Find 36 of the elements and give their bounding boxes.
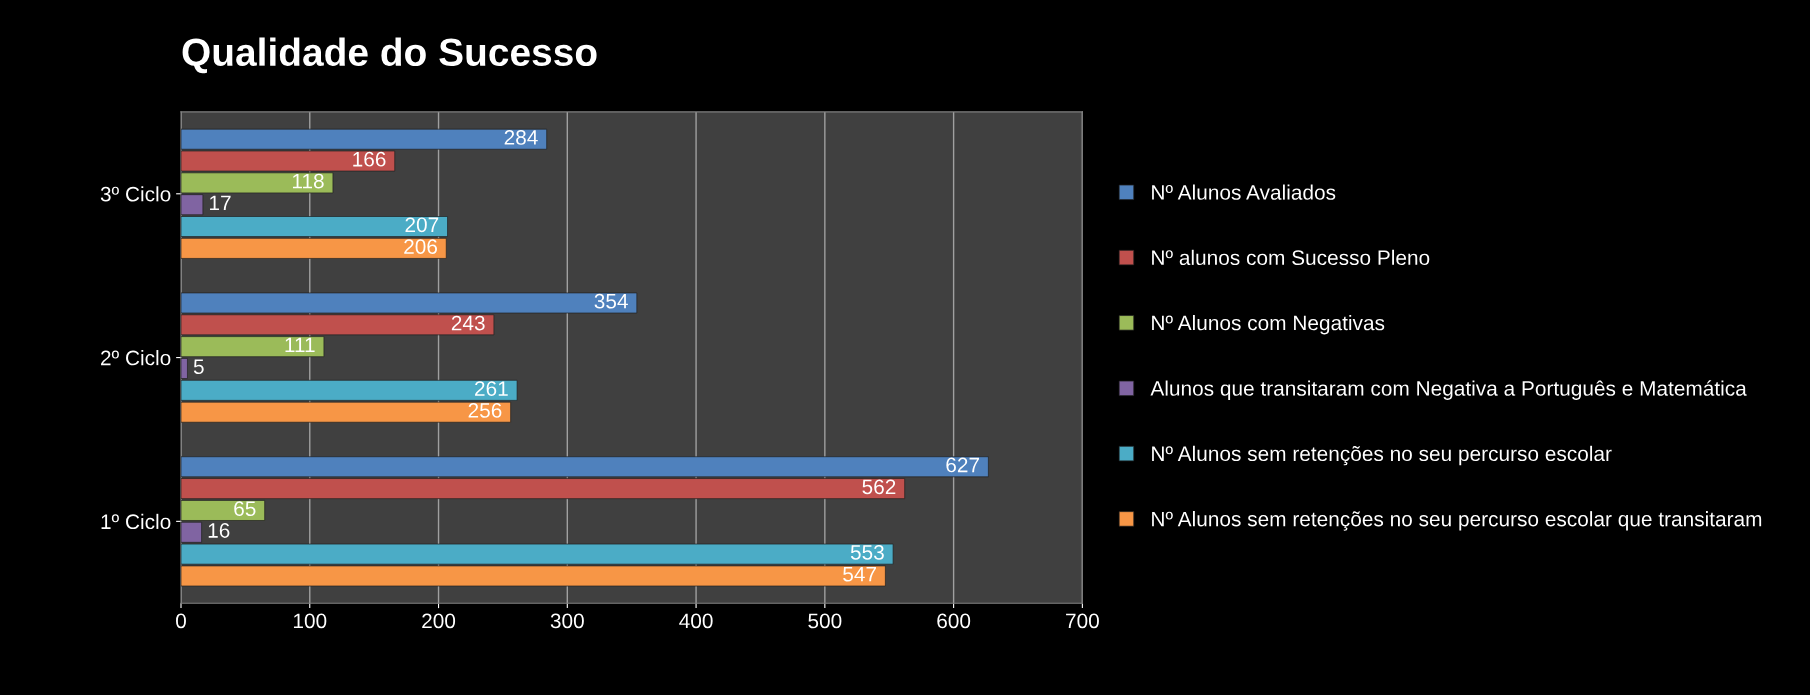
x-tick-label: 100	[293, 613, 327, 629]
data-label: 354	[594, 293, 628, 309]
x-tick-label: 200	[422, 613, 456, 629]
legend-label: Nº alunos com Sucesso Pleno	[1152, 249, 1430, 266]
data-label: 547	[843, 567, 876, 582]
data-label: 562	[862, 479, 896, 495]
chart-title: Qualidade do Sucesso	[182, 37, 597, 74]
data-label: 17	[210, 195, 231, 211]
data-label: 16	[208, 523, 230, 538]
data-label: 207	[405, 217, 439, 233]
legend-label: Nº Alunos com Negativas	[1152, 315, 1385, 335]
data-label: 111	[285, 337, 315, 353]
legend-label: Nº Alunos sem retenções no seu percurso escolar que transitaram	[1152, 511, 1762, 531]
x-tick-label: 400	[679, 613, 713, 629]
x-tick-label: 300	[550, 613, 584, 629]
y-tick-label: 3º Ciclo	[100, 186, 171, 202]
legend-label: Alunos que transitaram com Negativa a Português e Matemática	[1150, 380, 1747, 400]
legend-label: Nº Alunos Avaliados	[1152, 184, 1336, 200]
x-tick-label: 500	[808, 613, 842, 629]
data-label: 206	[404, 239, 438, 254]
data-label: 65	[234, 501, 256, 517]
data-label: 5	[193, 359, 204, 375]
data-label: 243	[451, 315, 485, 331]
data-label: 118	[292, 173, 324, 189]
x-tick-label: 600	[937, 613, 971, 629]
data-label: 261	[475, 381, 508, 396]
y-tick-label: 1º Ciclo	[101, 513, 171, 530]
data-label: 256	[468, 403, 502, 418]
legend-label: Nº Alunos sem retenções no seu percurso escolar	[1152, 445, 1612, 466]
data-label: 627	[946, 457, 979, 473]
data-label: 284	[504, 130, 538, 145]
data-label: 553	[850, 544, 884, 560]
x-tick-label: 700	[1066, 613, 1099, 629]
x-tick-label: 0	[176, 613, 186, 629]
data-label: 166	[353, 151, 386, 167]
y-tick-label: 2º Ciclo	[101, 350, 171, 366]
